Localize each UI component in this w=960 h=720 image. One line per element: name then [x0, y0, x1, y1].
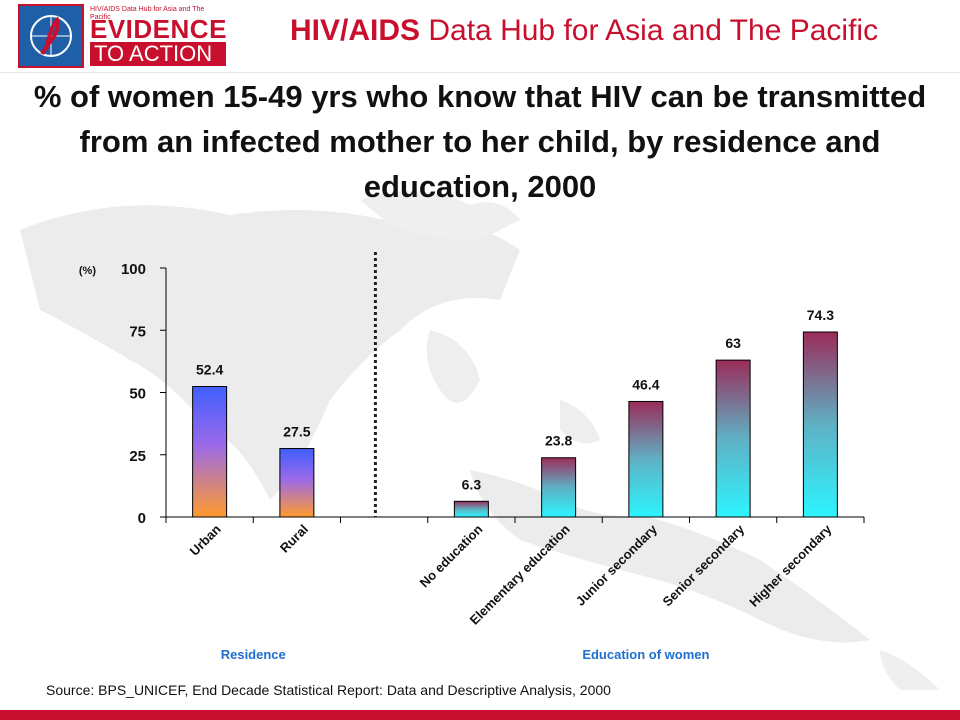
y-tick-label: 75 [129, 323, 146, 340]
logo-small-text: HIV/AIDS Data Hub for Asia and The Pacif… [90, 6, 205, 21]
bar-value-label: 46.4 [632, 376, 659, 392]
group-label-education: Education of women [582, 647, 709, 662]
x-tick-label: Urban [187, 521, 224, 558]
logo-evidence-text: EVIDENCE [90, 14, 227, 44]
y-tick-label: 100 [121, 261, 146, 278]
bar-value-label: 63 [725, 335, 741, 351]
chart-title: % of women 15-49 yrs who know that HIV c… [33, 79, 927, 204]
bar-value-label: 6.3 [462, 476, 482, 492]
group-label-residence: Residence [221, 647, 286, 662]
x-tick-label: No education [417, 521, 486, 590]
x-tick-label: Rural [277, 522, 311, 556]
x-tick-label: Elementary education [467, 521, 573, 627]
bar [715, 359, 751, 518]
bar [279, 448, 315, 518]
y-tick-label: 50 [129, 386, 146, 403]
bar [802, 331, 838, 518]
bar-value-label: 74.3 [807, 307, 834, 323]
un-emblem-icon [18, 4, 84, 68]
bar [628, 400, 664, 518]
bar-value-label: 23.8 [545, 433, 572, 449]
bar-value-label: 52.4 [196, 362, 223, 378]
hub-title-bold: HIV/AIDS [290, 14, 421, 47]
hub-logo: HIV/AIDS Data Hub for Asia and The Pacif… [18, 4, 226, 68]
bar [453, 500, 489, 518]
hub-title: HIV/AIDS Data Hub for Asia and The Pacif… [290, 14, 878, 48]
bar [192, 386, 228, 518]
hub-title-rest: Data Hub for Asia and The Pacific [428, 14, 879, 47]
x-tick-label: Senior secondary [659, 521, 747, 609]
y-tick-label: 0 [138, 510, 146, 527]
y-tick-label: 25 [129, 448, 146, 465]
logo-action-text: TO ACTION [90, 42, 226, 66]
y-axis-label: (%) [79, 265, 96, 277]
bar-value-label: 27.5 [283, 424, 310, 440]
bottom-strip [0, 710, 960, 720]
bar [541, 457, 577, 518]
source-note: Source: BPS_UNICEF, End Decade Statistic… [46, 682, 611, 698]
x-tick-label: Higher secondary [746, 521, 835, 610]
x-tick-label: Junior secondary [573, 521, 661, 609]
